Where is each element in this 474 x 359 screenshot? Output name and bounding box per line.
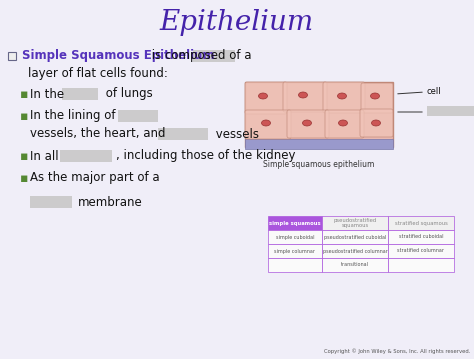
Text: Simple Squamous Epithelium: Simple Squamous Epithelium — [22, 50, 215, 62]
FancyBboxPatch shape — [287, 110, 329, 138]
FancyBboxPatch shape — [361, 83, 393, 113]
Text: simple cuboidal: simple cuboidal — [276, 234, 314, 239]
Ellipse shape — [338, 120, 347, 126]
Bar — [60, 150, 112, 162]
Text: ▪: ▪ — [20, 88, 28, 101]
Text: In all: In all — [30, 149, 63, 163]
Ellipse shape — [299, 92, 308, 98]
Bar — [388, 258, 454, 272]
Bar — [388, 230, 454, 244]
Bar — [193, 50, 235, 62]
Text: pseudostratified cuboidal: pseudostratified cuboidal — [324, 234, 386, 239]
FancyBboxPatch shape — [245, 82, 393, 147]
Text: cell: cell — [427, 88, 442, 97]
Text: is composed of a: is composed of a — [148, 50, 255, 62]
FancyBboxPatch shape — [245, 110, 291, 139]
Text: transitional: transitional — [341, 262, 369, 267]
Ellipse shape — [337, 93, 346, 99]
Bar — [30, 196, 72, 208]
Text: , including those of the kidney: , including those of the kidney — [116, 149, 295, 163]
Text: Simple squamous epithelium: Simple squamous epithelium — [264, 160, 374, 169]
Text: stratified columnar: stratified columnar — [398, 248, 445, 253]
Bar — [118, 110, 158, 122]
Bar — [268, 230, 322, 244]
Bar — [427, 106, 474, 116]
Bar — [268, 258, 322, 272]
Ellipse shape — [262, 120, 271, 126]
Text: simple squamous: simple squamous — [269, 220, 321, 225]
Bar — [268, 244, 322, 258]
Bar — [245, 139, 393, 149]
Text: membrane: membrane — [78, 196, 143, 209]
Text: ▪: ▪ — [20, 149, 28, 163]
Text: of lungs: of lungs — [102, 88, 153, 101]
Text: In the lining of: In the lining of — [30, 109, 119, 122]
FancyBboxPatch shape — [245, 82, 287, 114]
Bar — [158, 128, 208, 140]
FancyBboxPatch shape — [283, 82, 327, 112]
FancyBboxPatch shape — [325, 110, 364, 138]
Ellipse shape — [371, 93, 380, 99]
Text: vessels, the heart, and: vessels, the heart, and — [30, 127, 169, 140]
Text: As the major part of a: As the major part of a — [30, 172, 160, 185]
Text: layer of flat cells found:: layer of flat cells found: — [28, 67, 168, 80]
Bar — [62, 88, 98, 100]
Text: vessels: vessels — [212, 127, 259, 140]
Text: simple columnar: simple columnar — [274, 248, 316, 253]
Text: ▪: ▪ — [20, 172, 28, 185]
Bar — [8, 52, 16, 60]
Text: ▪: ▪ — [20, 109, 28, 122]
Bar — [388, 244, 454, 258]
Bar — [322, 216, 388, 230]
Bar — [322, 230, 388, 244]
Text: In the: In the — [30, 88, 68, 101]
Text: Copyright © John Wiley & Sons, Inc. All rights reserved.: Copyright © John Wiley & Sons, Inc. All … — [324, 348, 470, 354]
Ellipse shape — [258, 93, 267, 99]
Text: Epithelium: Epithelium — [160, 9, 314, 36]
Ellipse shape — [302, 120, 311, 126]
Text: stratified cuboidal: stratified cuboidal — [399, 234, 443, 239]
Bar — [268, 216, 322, 230]
Text: pseudostratified
squamous: pseudostratified squamous — [333, 218, 377, 228]
Bar — [388, 216, 454, 230]
FancyBboxPatch shape — [360, 109, 393, 137]
Text: stratified squamous: stratified squamous — [394, 220, 447, 225]
Bar — [322, 258, 388, 272]
Ellipse shape — [372, 120, 381, 126]
Text: pseudostratified columnar: pseudostratified columnar — [323, 248, 387, 253]
FancyBboxPatch shape — [323, 82, 365, 113]
Bar — [322, 244, 388, 258]
